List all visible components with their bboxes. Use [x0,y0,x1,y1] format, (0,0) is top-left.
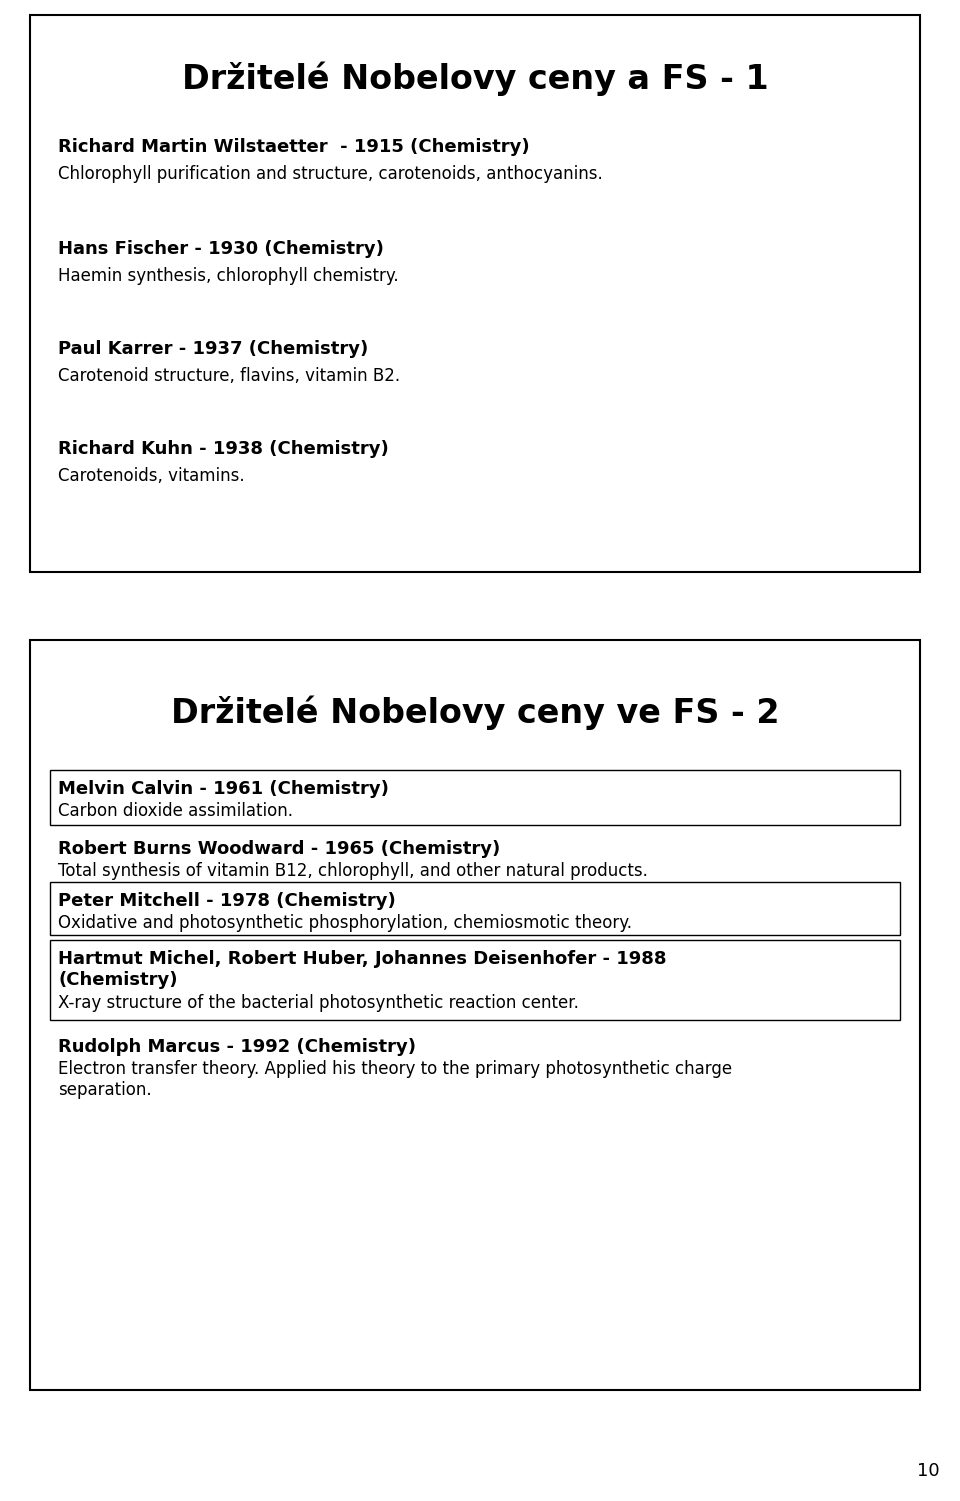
Text: Carbon dioxide assimilation.: Carbon dioxide assimilation. [58,802,293,820]
Text: Carotenoids, vitamins.: Carotenoids, vitamins. [58,467,245,485]
Text: Chlorophyll purification and structure, carotenoids, anthocyanins.: Chlorophyll purification and structure, … [58,165,603,183]
Text: Robert Burns Woodward - 1965 (Chemistry): Robert Burns Woodward - 1965 (Chemistry) [58,841,500,859]
Text: Electron transfer theory. Applied his theory to the primary photosynthetic charg: Electron transfer theory. Applied his th… [58,1060,732,1099]
Text: Haemin synthesis, chlorophyll chemistry.: Haemin synthesis, chlorophyll chemistry. [58,267,398,285]
Text: Total synthesis of vitamin B12, chlorophyll, and other natural products.: Total synthesis of vitamin B12, chloroph… [58,862,648,880]
Bar [30,15,920,572]
Text: Oxidative and photosynthetic phosphorylation, chemiosmotic theory.: Oxidative and photosynthetic phosphoryla… [58,914,632,932]
Text: X-ray structure of the bacterial photosynthetic reaction center.: X-ray structure of the bacterial photosy… [58,994,579,1012]
Text: Držitelé Nobelovy ceny a FS - 1: Držitelé Nobelovy ceny a FS - 1 [181,62,768,96]
Bar [30,639,920,1390]
Text: 10: 10 [918,1462,940,1480]
Bar [50,770,900,826]
Bar [50,883,900,935]
Text: Richard Martin Wilstaetter  - 1915 (Chemistry): Richard Martin Wilstaetter - 1915 (Chemi… [58,138,530,156]
Text: Držitelé Nobelovy ceny ve FS - 2: Držitelé Nobelovy ceny ve FS - 2 [171,695,780,729]
Text: Rudolph Marcus - 1992 (Chemistry): Rudolph Marcus - 1992 (Chemistry) [58,1039,416,1057]
Text: Hartmut Michel, Robert Huber, Johannes Deisenhofer - 1988
(Chemistry): Hartmut Michel, Robert Huber, Johannes D… [58,950,666,989]
Bar [50,940,900,1021]
Text: Paul Karrer - 1937 (Chemistry): Paul Karrer - 1937 (Chemistry) [58,341,369,359]
Text: Richard Kuhn - 1938 (Chemistry): Richard Kuhn - 1938 (Chemistry) [58,440,389,458]
Text: Carotenoid structure, flavins, vitamin B2.: Carotenoid structure, flavins, vitamin B… [58,368,400,384]
Text: Hans Fischer - 1930 (Chemistry): Hans Fischer - 1930 (Chemistry) [58,240,384,258]
Text: Melvin Calvin - 1961 (Chemistry): Melvin Calvin - 1961 (Chemistry) [58,781,389,799]
Text: Peter Mitchell - 1978 (Chemistry): Peter Mitchell - 1978 (Chemistry) [58,892,396,910]
